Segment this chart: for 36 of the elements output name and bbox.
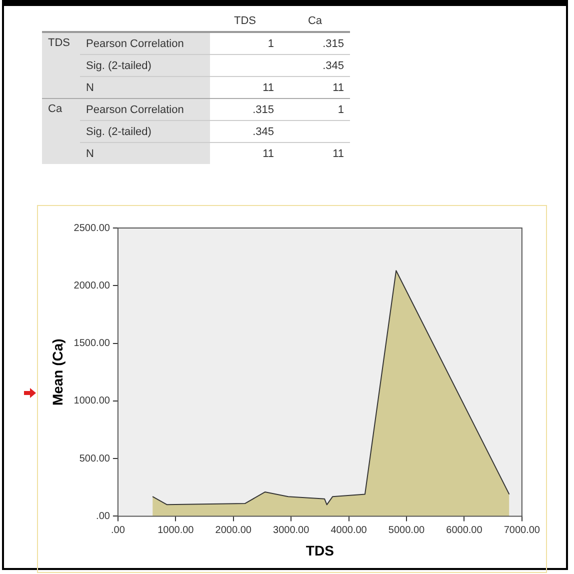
y-tick-label: 2500.00 (74, 222, 110, 234)
y-tick-label: 500.00 (79, 453, 110, 464)
text: Sig. (2-tailed) (80, 120, 210, 142)
text: .345 (322, 58, 345, 74)
x-tick-label: 4000.00 (330, 524, 368, 536)
y-tick-label: 1000.00 (74, 396, 110, 407)
text: .315 (280, 32, 350, 54)
text: 11 (332, 146, 345, 162)
text: .345 (252, 124, 275, 140)
x-tick-label: 6000.00 (446, 524, 483, 536)
x-axis-title: TDS (306, 542, 334, 558)
x-tick-label: 3000.00 (273, 524, 310, 536)
text: .315 (210, 98, 280, 120)
text: Ca (42, 98, 80, 164)
text: 11 (262, 80, 275, 96)
y-tick-label: 2000.00 (74, 280, 110, 292)
x-tick-label: 7000.00 (504, 524, 540, 536)
y-tick-label: 1500.00 (74, 338, 110, 350)
text: N (80, 76, 210, 98)
text: 1 (280, 98, 350, 120)
text: 11 (262, 146, 275, 162)
text: N (80, 142, 210, 164)
y-axis-title: Mean (Ca) (49, 338, 66, 406)
text: 11 (332, 80, 345, 96)
text: Pearson Correlation (80, 98, 210, 120)
text: Ca (280, 10, 350, 32)
text: Sig. (2-tailed) (80, 54, 210, 76)
x-tick-label: .00 (110, 524, 126, 536)
x-tick-label: 1000.00 (158, 524, 194, 536)
y-tick-label: .00 (96, 510, 110, 522)
text: TDS (42, 32, 80, 98)
x-tick-label: 2000.00 (215, 524, 252, 536)
x-tick-label: 5000.00 (388, 524, 426, 536)
text: TDS (210, 10, 280, 32)
text: Pearson Correlation (80, 32, 210, 54)
text: 1 (210, 32, 280, 54)
